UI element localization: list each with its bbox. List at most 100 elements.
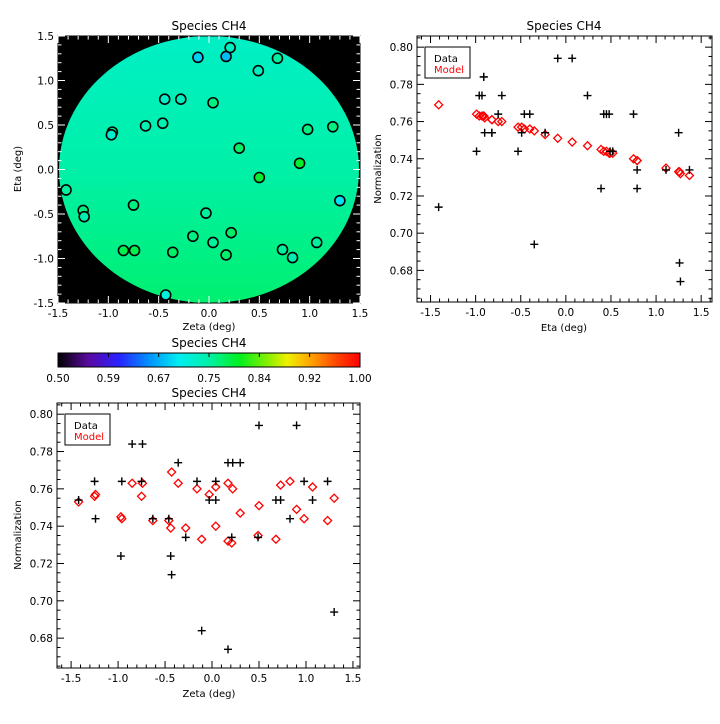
x-tick-label: 0.5 bbox=[603, 307, 620, 319]
legend-model: Model bbox=[434, 65, 464, 76]
data-marker bbox=[323, 477, 332, 486]
data-point-circle bbox=[301, 123, 314, 136]
data-point-circle bbox=[117, 244, 130, 257]
model-marker bbox=[210, 482, 221, 492]
data-marker bbox=[497, 91, 506, 100]
model-marker bbox=[628, 153, 639, 164]
model-marker bbox=[165, 523, 176, 533]
data-point-circle bbox=[192, 51, 204, 64]
x-tick-label: 0.0 bbox=[558, 307, 575, 319]
x-tick-label: -1.5 bbox=[420, 307, 441, 319]
zeta-plot-title: Species CH4 bbox=[171, 386, 246, 400]
x-tick-label: 1.0 bbox=[648, 307, 665, 319]
data-marker bbox=[605, 110, 614, 119]
y-tick-label: -0.5 bbox=[34, 209, 55, 221]
data-point-circle bbox=[252, 64, 265, 77]
model-marker bbox=[684, 170, 695, 181]
data-marker bbox=[223, 645, 232, 654]
data-marker bbox=[227, 533, 236, 542]
model-marker bbox=[582, 140, 593, 151]
model-marker bbox=[285, 476, 295, 487]
data-marker bbox=[633, 184, 642, 193]
model-marker bbox=[127, 478, 138, 489]
zeta-plot-xlabel: Zeta (deg) bbox=[183, 689, 236, 700]
x-tick-label: 1.0 bbox=[298, 673, 315, 685]
data-point-circle bbox=[200, 207, 212, 219]
model-marker bbox=[486, 114, 497, 125]
y-tick-label: 0.5 bbox=[37, 120, 54, 132]
colorbar-tick-label: 0.92 bbox=[298, 373, 321, 385]
data-marker bbox=[148, 514, 157, 523]
model-marker bbox=[291, 504, 302, 515]
x-tick-label: 0.0 bbox=[201, 308, 218, 320]
data-point-circle bbox=[233, 142, 245, 154]
data-point-circle bbox=[225, 226, 237, 239]
model-marker bbox=[632, 155, 643, 166]
model-marker bbox=[552, 133, 563, 144]
data-point-circle bbox=[158, 93, 171, 105]
colorbar-tick-label: 0.75 bbox=[197, 373, 220, 385]
y-tick-label: 1.0 bbox=[37, 76, 54, 88]
model-marker bbox=[115, 511, 126, 522]
legend-data: Data bbox=[74, 421, 98, 432]
model-marker bbox=[471, 109, 482, 120]
data-point-circle bbox=[127, 199, 140, 211]
y-tick-label: 0.80 bbox=[30, 409, 53, 421]
model-surface bbox=[59, 36, 359, 303]
map-ylabel: Eta (deg) bbox=[13, 146, 24, 192]
data-marker bbox=[568, 54, 577, 63]
model-marker bbox=[322, 515, 333, 526]
data-marker bbox=[166, 552, 175, 561]
model-marker bbox=[210, 521, 221, 532]
colorbar-tick-label: 1.00 bbox=[348, 373, 371, 385]
model-marker bbox=[433, 99, 444, 110]
data-marker bbox=[74, 496, 83, 505]
data-marker bbox=[479, 72, 488, 81]
y-tick-label: 0.78 bbox=[30, 447, 53, 459]
eta-plot-title: Species CH4 bbox=[526, 19, 601, 33]
model-marker bbox=[136, 491, 147, 502]
data-marker bbox=[174, 458, 183, 467]
x-tick-label: -1.0 bbox=[108, 673, 129, 685]
y-tick-label: 0.70 bbox=[30, 596, 53, 608]
data-marker bbox=[517, 128, 526, 137]
model-marker bbox=[474, 111, 485, 121]
x-tick-label: -1.5 bbox=[48, 308, 69, 320]
sky-map-panel: Species CH4 -1.5 -1.0 -0.5 0.0 0.5 1.0 1.5 -1.5… bbox=[13, 19, 368, 333]
data-point-circle bbox=[139, 120, 152, 132]
data-marker bbox=[167, 570, 176, 579]
data-point-circle bbox=[327, 120, 339, 133]
y-tick-label: 0.76 bbox=[30, 484, 54, 496]
data-marker bbox=[674, 128, 683, 137]
colorbar-tick-label: 0.67 bbox=[147, 373, 170, 385]
data-point-circle bbox=[224, 41, 236, 54]
y-tick-label: 0.78 bbox=[390, 79, 413, 91]
model-marker bbox=[254, 500, 264, 511]
data-marker bbox=[661, 165, 670, 174]
data-marker bbox=[211, 477, 220, 486]
x-tick-label: 0.0 bbox=[204, 673, 221, 685]
legend: Data Model bbox=[424, 46, 471, 79]
data-marker bbox=[116, 552, 125, 561]
model-marker bbox=[513, 122, 523, 133]
eta-plot-ylabel: Normalization bbox=[373, 134, 384, 204]
x-tick-label: 0.5 bbox=[251, 308, 268, 320]
data-marker bbox=[308, 496, 317, 505]
map-xlabel: Zeta (deg) bbox=[183, 322, 236, 333]
model-marker bbox=[223, 478, 233, 489]
y-tick-label: 0.70 bbox=[390, 228, 413, 240]
model-marker bbox=[596, 144, 606, 155]
data-marker bbox=[675, 258, 684, 267]
x-tick-label: -0.5 bbox=[510, 307, 531, 319]
model-marker bbox=[675, 168, 686, 179]
data-marker bbox=[292, 421, 301, 430]
data-marker bbox=[91, 514, 100, 523]
data-marker bbox=[553, 54, 562, 63]
colorbar-tick-label: 0.59 bbox=[97, 373, 120, 385]
y-tick-label: 0.0 bbox=[37, 165, 54, 177]
data-marker bbox=[255, 421, 263, 430]
x-tick-label: 1.5 bbox=[352, 308, 369, 320]
data-marker bbox=[583, 91, 592, 100]
legend-data: Data bbox=[434, 54, 458, 65]
data-marker bbox=[211, 496, 220, 505]
